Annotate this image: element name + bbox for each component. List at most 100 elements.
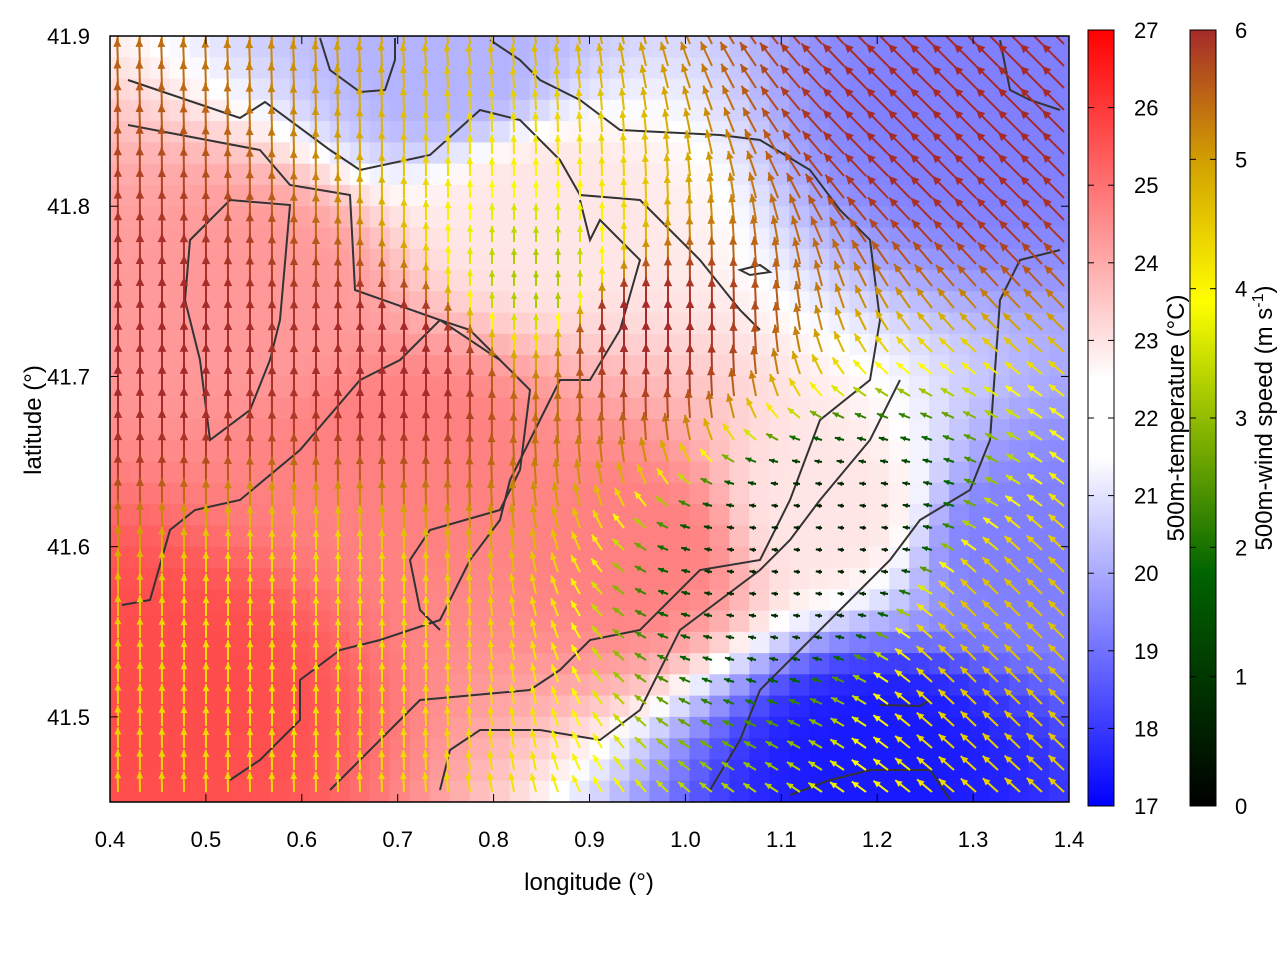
x-tick-label: 1.2	[862, 827, 893, 852]
temperature-cell	[989, 164, 1010, 186]
temperature-cell	[929, 696, 950, 718]
temperature-cell	[450, 79, 471, 101]
temperature-cell	[949, 121, 970, 143]
temperature-cell	[1029, 334, 1050, 356]
temperature-cell	[470, 611, 491, 633]
temperature-cell	[909, 121, 930, 143]
temperature-cell	[929, 653, 950, 675]
temperature-cell	[969, 334, 990, 356]
temperature-cell	[769, 632, 790, 654]
temperature-cell	[470, 36, 491, 58]
temperature-cell	[769, 696, 790, 718]
temperature-cell	[470, 462, 491, 484]
temperature-cell	[250, 568, 271, 590]
temperature-cell	[869, 483, 890, 505]
temperature-cell	[170, 696, 191, 718]
temperature-cell	[250, 674, 271, 696]
temperature-cell	[669, 185, 690, 207]
temperature-cell	[689, 164, 710, 186]
temperature-cell	[470, 419, 491, 441]
wind-colorbar-tick-label: 3	[1235, 406, 1247, 431]
temperature-cell	[869, 100, 890, 122]
temperature-cell	[630, 334, 651, 356]
temperature-cell	[630, 568, 651, 590]
temperature-colorbar-tick-label: 26	[1134, 96, 1158, 121]
temperature-cell	[610, 759, 631, 781]
temperature-cell	[769, 313, 790, 335]
temperature-cell	[869, 653, 890, 675]
wind-colorbar-tick-label: 4	[1235, 277, 1247, 302]
temperature-cell	[310, 313, 331, 335]
temperature-cell	[689, 334, 710, 356]
temperature-cell	[1029, 440, 1050, 462]
x-tick-label: 0.4	[95, 827, 126, 852]
temperature-cell	[1009, 440, 1030, 462]
temperature-cell	[1049, 589, 1070, 611]
temperature-cell	[370, 334, 391, 356]
temperature-cell	[669, 291, 690, 313]
temperature-cell	[390, 738, 411, 760]
temperature-cell	[749, 483, 770, 505]
temperature-cell	[729, 759, 750, 781]
temperature-cell	[310, 206, 331, 228]
temperature-cell	[809, 100, 830, 122]
temperature-cell	[390, 100, 411, 122]
temperature-cell	[769, 228, 790, 250]
temperature-cell	[550, 398, 571, 420]
temperature-cell	[310, 228, 331, 250]
temperature-cell	[829, 525, 850, 547]
temperature-cell	[490, 79, 511, 101]
temperature-cell	[390, 696, 411, 718]
temperature-cell	[1009, 696, 1030, 718]
temperature-cell	[230, 589, 251, 611]
temperature-cell	[250, 483, 271, 505]
temperature-cell	[849, 781, 870, 803]
temperature-cell	[450, 696, 471, 718]
temperature-cell	[889, 419, 910, 441]
temperature-cell	[530, 270, 551, 292]
temperature-cell	[150, 632, 171, 654]
temperature-cell	[530, 228, 551, 250]
temperature-cell	[250, 781, 271, 803]
temperature-cell	[310, 334, 331, 356]
temperature-cell	[749, 504, 770, 526]
wind-colorbar-label-main: 500m-wind speed (m s	[1251, 308, 1278, 551]
temperature-cell	[829, 121, 850, 143]
temperature-cell	[190, 632, 211, 654]
temperature-cell	[689, 185, 710, 207]
temperature-cell	[450, 440, 471, 462]
temperature-cell	[709, 696, 730, 718]
temperature-cell	[689, 781, 710, 803]
temperature-cell	[310, 696, 331, 718]
temperature-cell	[110, 611, 131, 633]
temperature-cell	[250, 270, 271, 292]
temperature-cell	[1029, 759, 1050, 781]
temperature-cell	[869, 462, 890, 484]
temperature-cell	[530, 249, 551, 271]
temperature-cell	[110, 547, 131, 569]
temperature-cell	[490, 547, 511, 569]
temperature-cell	[170, 781, 191, 803]
temperature-cell	[490, 696, 511, 718]
temperature-cell	[330, 249, 351, 271]
temperature-cell	[370, 696, 391, 718]
temperature-cell	[310, 483, 331, 505]
temperature-cell	[1009, 419, 1030, 441]
temperature-cell	[170, 653, 191, 675]
temperature-cell	[929, 270, 950, 292]
temperature-cell	[110, 36, 131, 58]
temperature-cell	[590, 228, 611, 250]
temperature-cell	[330, 717, 351, 739]
temperature-cell	[1049, 525, 1070, 547]
x-tick-label: 0.7	[382, 827, 413, 852]
temperature-cell	[310, 249, 331, 271]
temperature-cell	[989, 611, 1010, 633]
temperature-colorbar-tick-label: 22	[1134, 406, 1158, 431]
temperature-cell	[689, 440, 710, 462]
temperature-cell	[769, 249, 790, 271]
temperature-cell	[390, 185, 411, 207]
temperature-cell	[869, 440, 890, 462]
temperature-cell	[370, 228, 391, 250]
temperature-cell	[729, 632, 750, 654]
temperature-cell	[250, 462, 271, 484]
